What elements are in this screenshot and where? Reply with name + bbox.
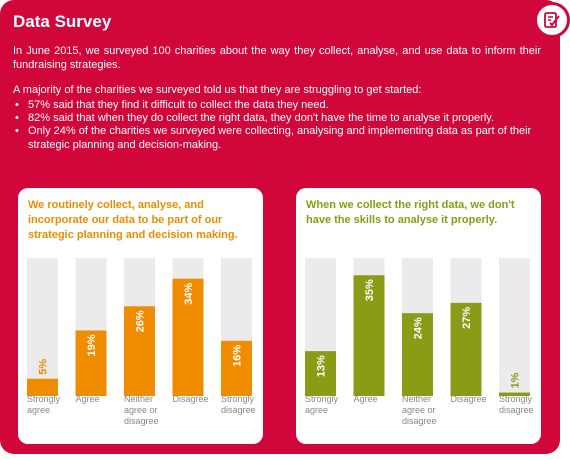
bullet-item: Only 24% of the charities we surveyed we… <box>13 125 543 151</box>
chart-1-title: We routinely collect, analyse, and incor… <box>28 199 238 241</box>
category-label: Agree <box>354 394 378 404</box>
value-label: 5% <box>38 359 50 375</box>
category-label: Strongly disagree <box>221 394 256 415</box>
category-label: Strongly agree <box>27 394 61 415</box>
subintro-text: A majority of the charities we surveyed … <box>13 84 422 96</box>
value-label: 13% <box>316 355 328 377</box>
chart-2: 13% Strongly agree 35% Agree 24% Neither agree … <box>305 258 534 426</box>
value-label: 19% <box>86 334 98 356</box>
value-label: 35% <box>364 279 376 301</box>
value-label: 16% <box>232 345 244 367</box>
category-label: Neither agree or disagree <box>402 394 437 426</box>
value-label: 26% <box>135 310 147 332</box>
chart-panel-1: We routinely collect, analyse, and incor… <box>18 188 263 444</box>
chart-panel-2: When we collect the right data, we don't… <box>296 188 541 444</box>
checklist-badge <box>534 2 570 38</box>
bar <box>499 392 530 396</box>
value-label: 27% <box>461 307 473 329</box>
bar-track <box>27 258 58 396</box>
category-label: Disagree <box>451 394 487 404</box>
category-label: Disagree <box>173 394 209 404</box>
bar-track <box>499 258 530 396</box>
bar <box>402 313 433 396</box>
chart-1: 5% Strongly agree 19% Agree 26% Neither agree o… <box>27 258 256 426</box>
survey-card: Data Survey In June 2015, we surveyed 10… <box>0 0 560 454</box>
value-label: 24% <box>413 317 425 339</box>
bullet-item: 57% said that they find it difficult to … <box>13 99 543 112</box>
page-title: Data Survey <box>13 12 112 31</box>
checklist-icon <box>544 12 560 28</box>
bullet-item: 82% said that when they do collect the r… <box>13 112 543 125</box>
bar <box>172 278 204 396</box>
bar <box>353 275 385 396</box>
bullet-list: 57% said that they find it difficult to … <box>13 99 543 152</box>
chart-2-title: When we collect the right data, we don't… <box>306 199 515 226</box>
value-label: 1% <box>510 372 522 388</box>
bar <box>221 340 252 396</box>
bar <box>124 306 155 396</box>
category-label: Strongly agree <box>305 394 339 415</box>
bar <box>450 302 482 396</box>
category-label: Neither agree or disagree <box>124 394 159 426</box>
category-label: Strongly disagree <box>499 394 534 415</box>
intro-text: In June 2015, we surveyed 100 charities … <box>13 45 541 71</box>
bar <box>27 378 58 396</box>
bar <box>305 351 336 396</box>
bar <box>75 330 107 396</box>
category-label: Agree <box>76 394 100 404</box>
value-label: 34% <box>183 282 195 304</box>
